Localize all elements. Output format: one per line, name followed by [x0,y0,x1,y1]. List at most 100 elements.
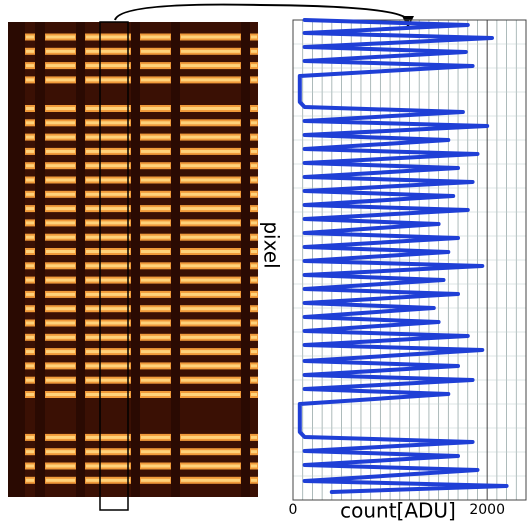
image-stripe-core [26,164,34,168]
image-stripe-core [26,464,34,468]
image-stripe-core [181,192,240,196]
image-stripe-core [46,207,75,211]
image-stripe-core [86,450,130,454]
image-stripe-core [46,35,75,39]
image-stripe-core [181,35,240,39]
image-stripe-core [141,235,170,239]
image-stripe-core [86,49,130,53]
plot-frame [292,19,527,501]
image-stripe-core [46,149,75,153]
image-stripe-core [46,164,75,168]
image-stripe-core [251,364,257,368]
image-stripe-core [26,149,34,153]
image-stripe-core [141,278,170,282]
image-stripe-core [26,393,34,396]
image-stripe-core [46,107,75,110]
image-column [140,22,171,497]
image-stripe-core [251,278,257,282]
image-stripe-core [181,278,240,282]
image-stripe-core [26,64,34,68]
image-stripe-core [181,178,240,182]
image-column [45,22,76,497]
image-stripe-core [86,478,130,482]
image-stripe-core [86,78,130,82]
image-stripe-core [46,378,75,382]
image-stripe-core [181,149,240,153]
image-stripe-core [141,49,170,53]
image-stripe-core [141,350,170,354]
image-stripe-core [251,393,257,396]
image-stripe-core [86,464,130,468]
image-stripe-core [181,135,240,139]
image-stripe-core [251,264,257,268]
image-stripe-core [141,450,170,454]
x-axis-label: pixel [260,221,284,268]
image-stripe-core [251,64,257,68]
image-stripe-core [46,121,75,125]
image-stripe-core [181,335,240,339]
image-stripe-core [141,192,170,196]
image-stripe-core [26,350,34,354]
image-stripe-core [181,307,240,311]
image-stripe-core [86,292,130,296]
image-stripe-core [46,78,75,82]
image-stripe-core [86,278,130,282]
image-stripe-core [141,64,170,68]
image-stripe-core [46,135,75,139]
image-stripe-core [181,478,240,482]
y-tick-label: 0 [289,502,298,518]
image-stripe-core [181,164,240,168]
image-stripe-core [141,292,170,296]
image-stripe-core [141,478,170,482]
image-stripe-core [181,292,240,296]
image-stripe-core [181,264,240,268]
image-stripe-core [181,207,240,211]
y-tick-label: 2000 [469,502,505,518]
image-stripe-core [141,149,170,153]
image-stripe-core [251,149,257,153]
image-stripe-core [141,107,170,110]
image-stripe-core [181,235,240,239]
image-stripe-core [26,235,34,239]
image-stripe-core [86,307,130,311]
image-stripe-core [86,178,130,182]
arrow [114,3,409,21]
image-column [85,22,131,497]
image-stripe-core [86,435,130,439]
image-stripe-core [46,264,75,268]
image-stripe-core [46,307,75,311]
image-stripe-core [86,321,130,325]
image-stripe-core [86,350,130,354]
image-stripe-core [141,307,170,311]
image-stripe-core [141,78,170,82]
image-stripe-core [251,250,257,253]
image-stripe-core [181,364,240,368]
image-stripe-core [86,107,130,110]
image-stripe-core [46,364,75,368]
image-stripe-core [86,35,130,39]
image-stripe-core [86,335,130,339]
image-stripe-core [46,221,75,225]
image-stripe-core [251,164,257,168]
image-stripe-core [46,393,75,396]
image-stripe-core [86,149,130,153]
image-stripe-core [141,207,170,211]
image-stripe-core [251,107,257,110]
image-stripe-core [251,135,257,139]
image-stripe-core [86,393,130,396]
image-stripe-core [181,78,240,82]
image-stripe-core [86,207,130,211]
image-column [250,22,258,497]
image-stripe-core [46,192,75,196]
image-stripe-core [46,235,75,239]
image-stripe-core [26,450,34,454]
image-stripe-core [141,221,170,225]
image-stripe-core [26,278,34,282]
image-stripe-core [251,192,257,196]
image-stripe-core [141,321,170,325]
image-stripe-core [26,435,34,439]
image-stripe-core [251,450,257,454]
image-stripe-core [86,378,130,382]
image-stripe-core [141,335,170,339]
image-stripe-core [46,321,75,325]
